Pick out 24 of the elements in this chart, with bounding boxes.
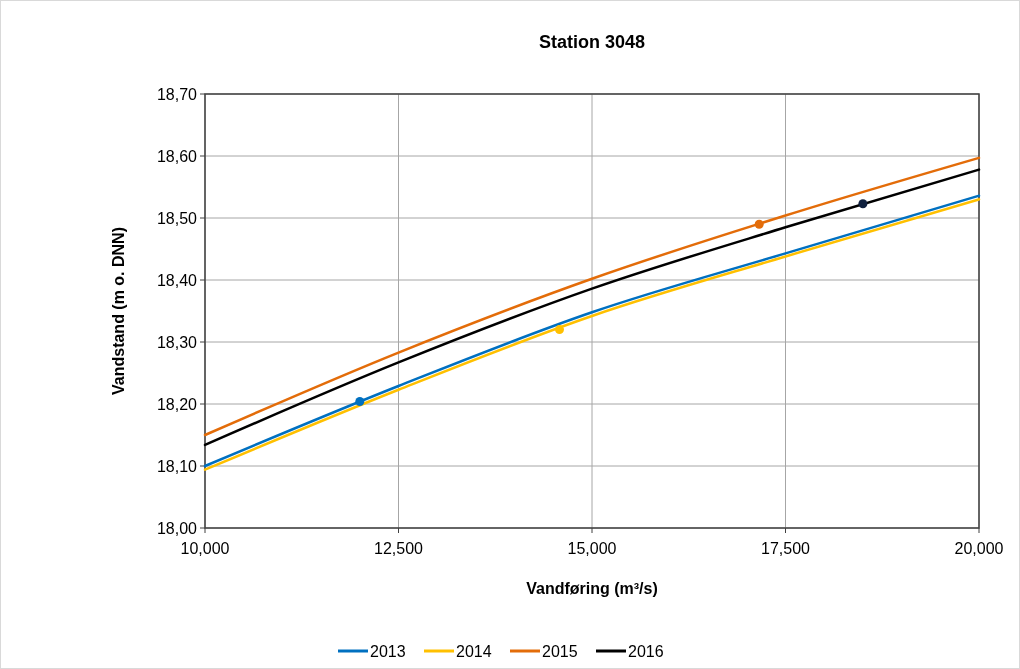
y-tick-label: 18,20 bbox=[156, 395, 198, 413]
x-tick-label: 12,500 bbox=[374, 540, 424, 557]
y-tick-label: 18,00 bbox=[156, 519, 198, 537]
y-axis-title: Vandstand (m o. DNN) bbox=[110, 226, 127, 396]
x-tick-label: 17,500 bbox=[761, 540, 811, 557]
point bbox=[554, 325, 564, 335]
point bbox=[858, 199, 868, 209]
y-tick-label: 18,70 bbox=[156, 85, 198, 103]
x-tick-label: 15,000 bbox=[567, 540, 617, 557]
legend-label: 2014 bbox=[456, 642, 492, 660]
legend-label: 2015 bbox=[542, 642, 578, 660]
x-axis-title: Vandføring (m³/s) bbox=[526, 580, 658, 597]
legend-label: 2016 bbox=[628, 642, 664, 660]
point bbox=[754, 219, 764, 229]
y-tick-label: 18,30 bbox=[156, 333, 198, 351]
y-tick-label: 18,10 bbox=[156, 457, 198, 475]
legend-label: 2013 bbox=[370, 642, 406, 660]
y-tick-label: 18,50 bbox=[156, 209, 198, 227]
point bbox=[355, 397, 365, 407]
y-tick-label: 18,40 bbox=[156, 271, 198, 289]
x-tick-label: 20,000 bbox=[954, 540, 1004, 557]
x-tick-label: 10,000 bbox=[180, 540, 230, 557]
y-tick-label: 18,60 bbox=[156, 147, 198, 165]
chart-title: Station 3048 bbox=[538, 32, 646, 52]
